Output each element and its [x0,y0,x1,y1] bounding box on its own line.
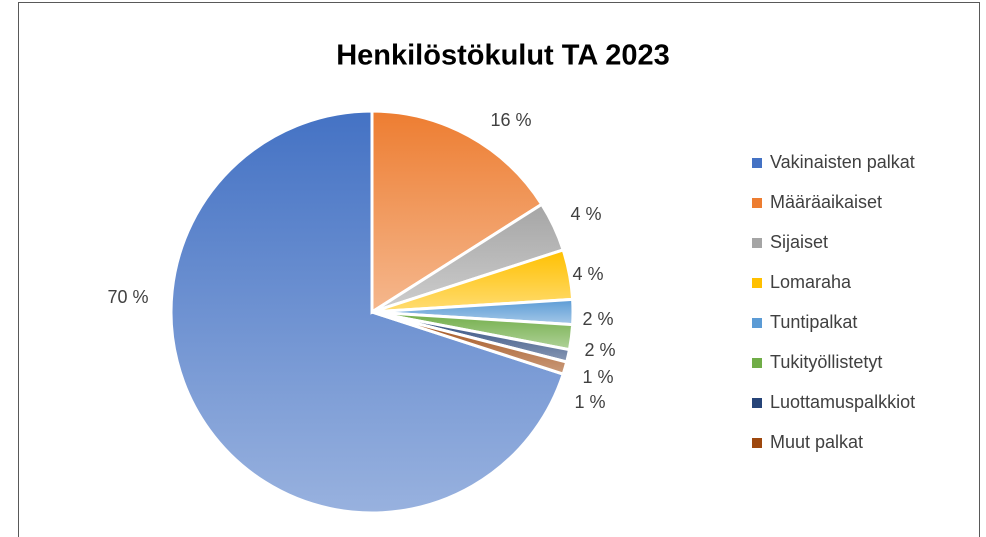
legend-label: Tukityöllistetyt [770,352,882,372]
data-label: 2 % [584,340,615,360]
legend-label: Muut palkat [770,432,863,452]
legend-swatch [752,198,762,208]
legend-swatch [752,238,762,248]
legend-label: Tuntipalkat [770,312,857,332]
data-label: 4 % [572,264,603,284]
data-label: 1 % [574,392,605,412]
legend-label: Sijaiset [770,232,828,252]
legend-label: Määräaikaiset [770,192,882,212]
legend-swatch [752,278,762,288]
pie-slice [370,109,544,315]
legend-swatch [752,158,762,168]
chart-title: Henkilöstökulut TA 2023 [336,40,670,72]
legend-label: Lomaraha [770,272,852,292]
data-label: 2 % [582,309,613,329]
legend-swatch [752,398,762,408]
data-label: 16 % [490,110,531,130]
data-label: 1 % [582,367,613,387]
data-label: 4 % [570,204,601,224]
legend-swatch [752,438,762,448]
pie-slice [371,310,569,377]
legend-swatch [752,318,762,328]
data-label: 70 % [107,287,148,307]
pie-slice [169,109,566,515]
legend-swatch [752,358,762,368]
legend-label: Luottamuspalkkiot [770,392,915,412]
legend-label: Vakinaisten palkat [770,152,915,172]
